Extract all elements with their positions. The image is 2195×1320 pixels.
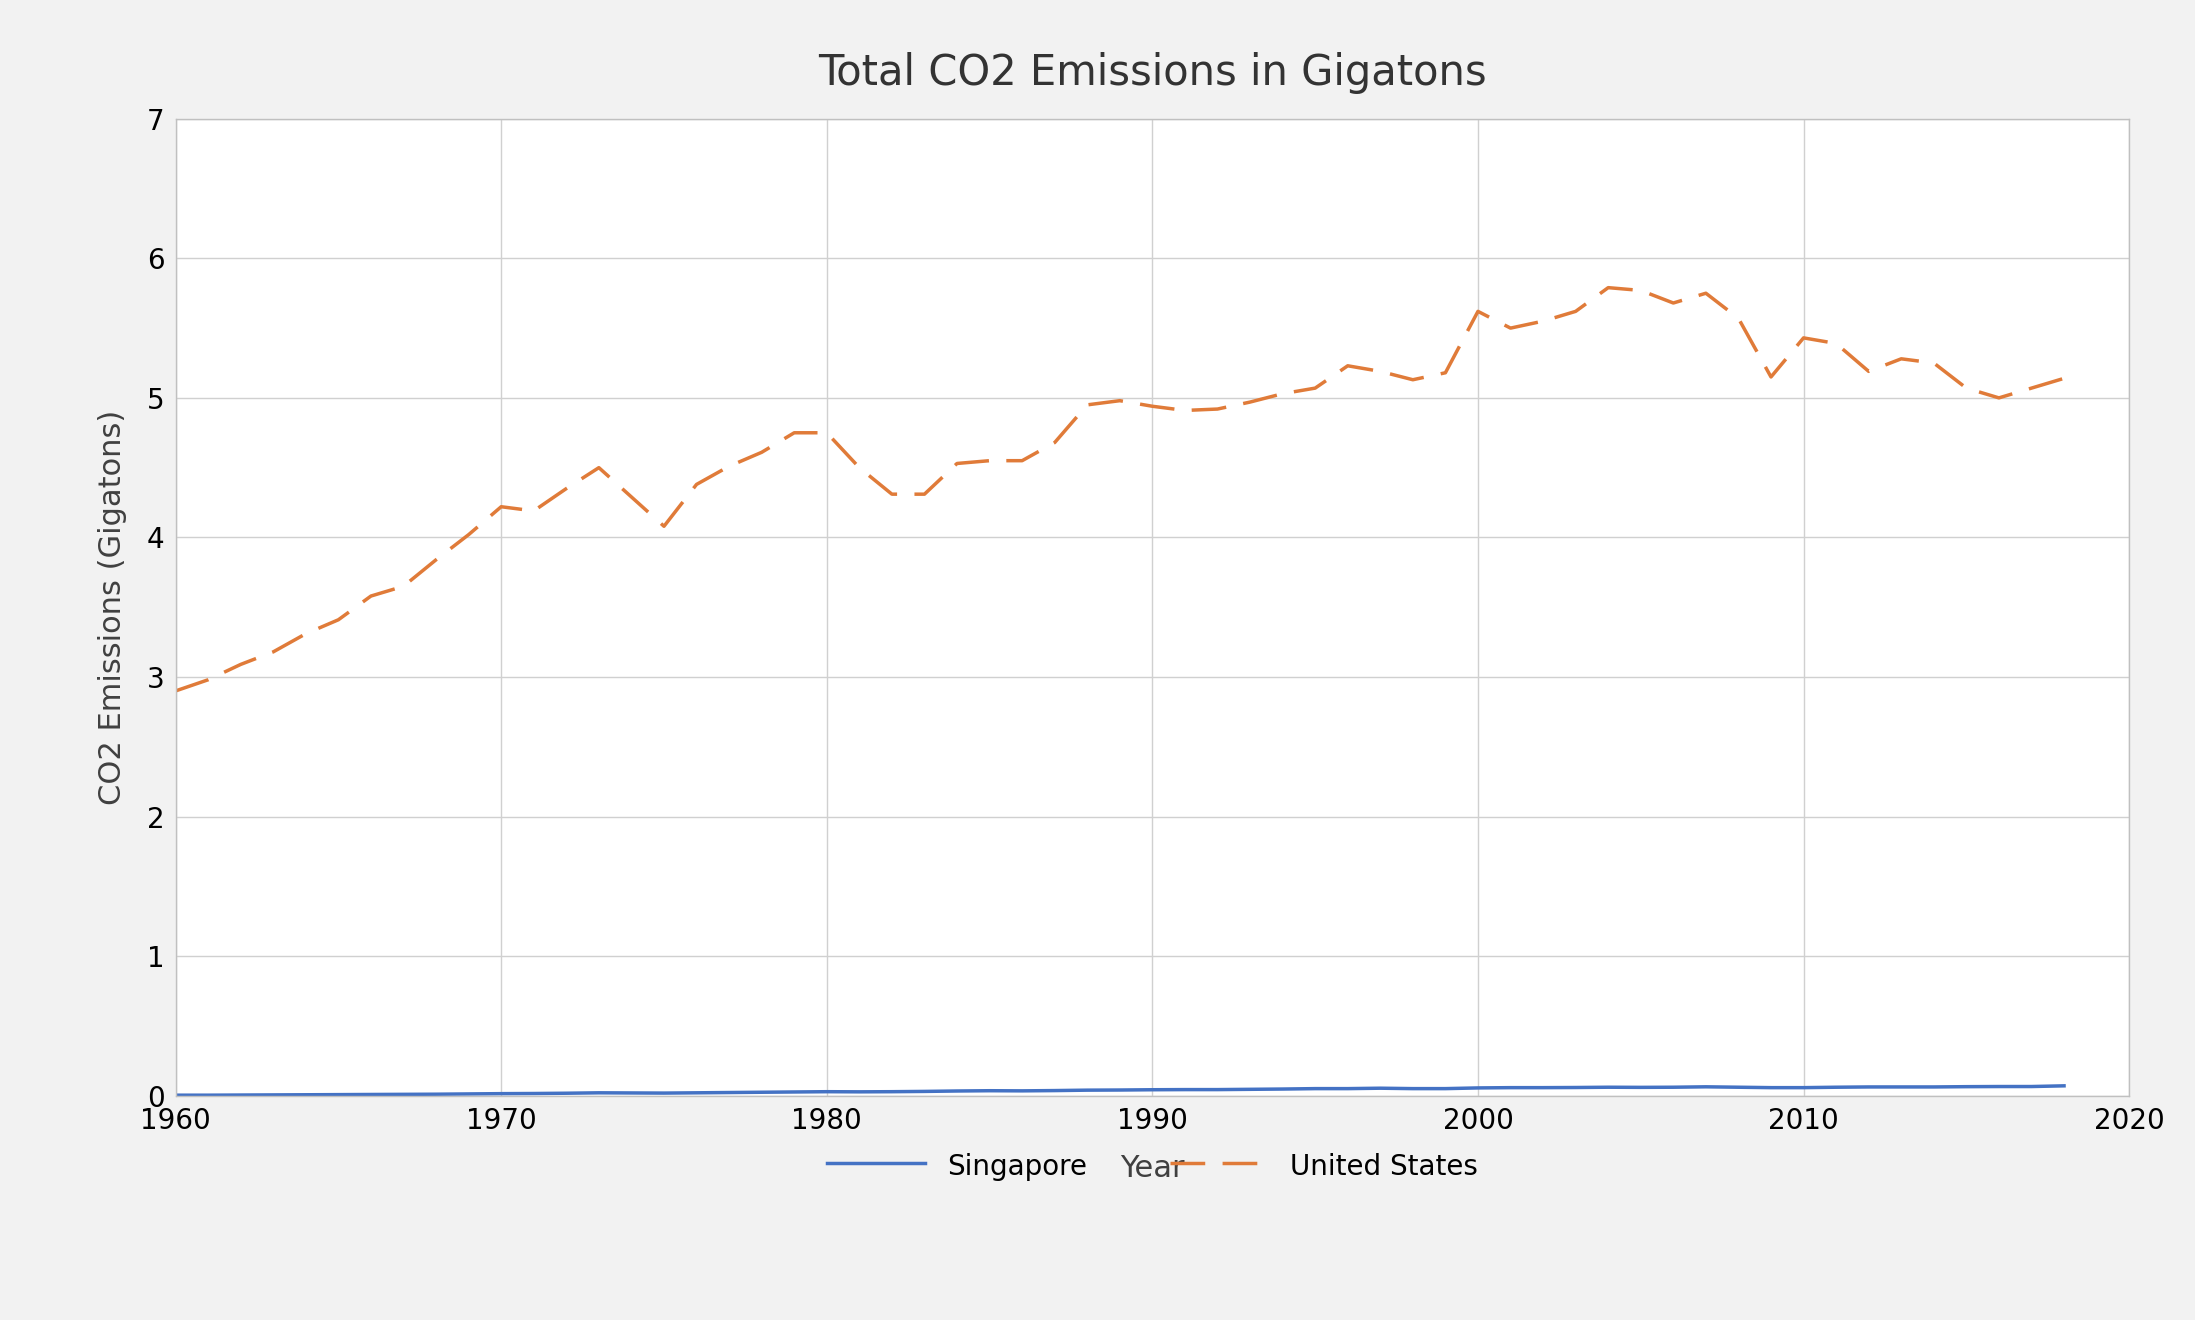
Singapore <box>358 1086 384 1102</box>
Line: United States: United States <box>176 288 2063 690</box>
Title: Total CO2 Emissions in Gigatons: Total CO2 Emissions in Gigatons <box>819 53 1486 95</box>
United States <box>162 682 189 698</box>
United States <box>358 589 384 605</box>
Singapore <box>457 1086 483 1102</box>
Singapore <box>162 1088 189 1104</box>
Singapore <box>1139 1082 1166 1098</box>
X-axis label: Year: Year <box>1119 1154 1185 1183</box>
Singapore <box>1530 1080 1556 1096</box>
Singapore <box>652 1085 678 1101</box>
Line: Singapore: Singapore <box>176 1086 2063 1096</box>
United States <box>2050 371 2076 387</box>
Singapore <box>228 1088 255 1104</box>
United States <box>1596 280 1622 296</box>
Legend: Singapore, United States: Singapore, United States <box>799 1123 1506 1209</box>
United States <box>228 656 255 672</box>
United States <box>1139 399 1166 414</box>
United States <box>1530 313 1556 329</box>
Y-axis label: CO2 Emissions (Gigatons): CO2 Emissions (Gigatons) <box>99 409 127 805</box>
United States <box>652 519 678 535</box>
United States <box>457 527 483 543</box>
Singapore <box>2050 1078 2076 1094</box>
